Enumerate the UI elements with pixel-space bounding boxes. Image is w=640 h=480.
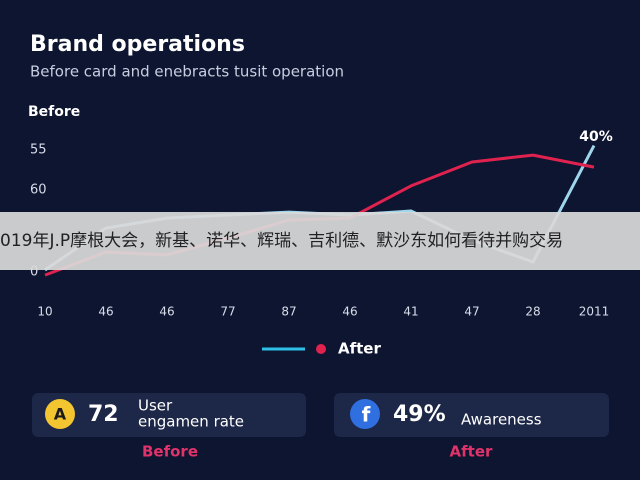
subtitle: Before card and enebracts tusit operatio… [30, 63, 344, 81]
x-tick-label: 2011 [579, 305, 610, 319]
x-tick-label: 46 [98, 305, 113, 319]
card-icon-text: f [362, 403, 371, 427]
banner [0, 212, 640, 270]
x-tick-label: 46 [342, 305, 357, 319]
card-icon [45, 399, 75, 429]
title: Brand operations [30, 32, 245, 57]
card-caption: After [450, 443, 493, 461]
legend-label: After [338, 340, 381, 358]
card-text: engamen rate [138, 413, 244, 431]
x-tick-label: 10 [37, 305, 52, 319]
x-tick-label: 47 [464, 305, 479, 319]
legend-dot [316, 344, 326, 354]
x-tick-label: 41 [403, 305, 418, 319]
card [334, 393, 609, 437]
card-value: 72 [88, 402, 119, 427]
x-tick-label: 77 [220, 305, 235, 319]
card-caption: Before [142, 443, 198, 461]
y-tick-label: 60 [30, 183, 47, 198]
y-axis-label: Before [28, 104, 80, 120]
card-text: Awareness [461, 411, 542, 429]
card-value: 49% [393, 402, 446, 427]
annotation: 40% [579, 129, 613, 145]
banner-text: 019年J.P摩根大会，新基、诺华、辉瑞、吉利德、默沙东如何看待并购交易 [0, 231, 563, 251]
x-tick-label: 46 [159, 305, 174, 319]
y-tick-label: 55 [30, 143, 47, 158]
y-tick-label: 0 [30, 265, 38, 280]
card-icon-text: A [54, 405, 67, 424]
card-text: User [138, 397, 173, 415]
x-tick-label: 87 [281, 305, 296, 319]
card [32, 393, 306, 437]
x-tick-label: 28 [525, 305, 540, 319]
card-icon [350, 399, 380, 429]
